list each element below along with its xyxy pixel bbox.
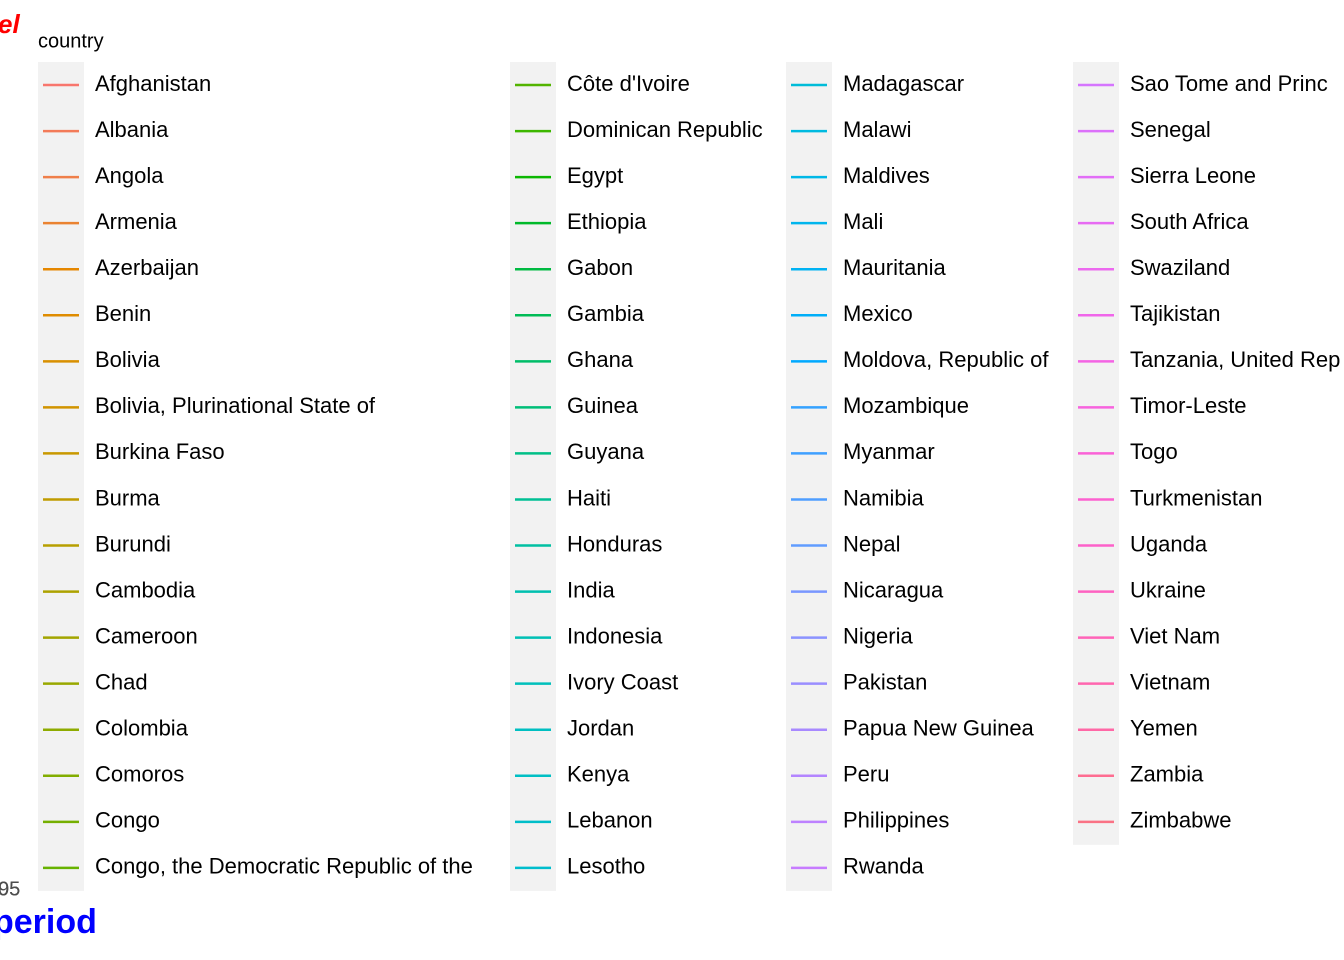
legend-label: Mozambique	[843, 393, 969, 418]
legend-label: Moldova, Republic of	[843, 347, 1049, 372]
legend-label: Myanmar	[843, 439, 935, 464]
tick-label: 05	[0, 878, 20, 900]
legend-label: Afghanistan	[95, 71, 211, 96]
legend-label: Cameroon	[95, 623, 198, 648]
legend-label: Viet Nam	[1130, 623, 1220, 648]
legend-label: Kenya	[567, 762, 630, 787]
legend-label: Haiti	[567, 485, 611, 510]
legend-label: Timor-Leste	[1130, 393, 1247, 418]
legend-key-background	[510, 62, 556, 891]
legend-label: Rwanda	[843, 854, 924, 879]
legend-label: Guinea	[567, 393, 639, 418]
legend-label: Nepal	[843, 531, 900, 556]
legend-label: Chad	[95, 669, 148, 694]
legend-label: Angola	[95, 163, 164, 188]
y-axis-label: el	[0, 9, 20, 39]
legend-label: Sierra Leone	[1130, 163, 1256, 188]
legend-label: Côte d'Ivoire	[567, 71, 690, 96]
legend-label: Honduras	[567, 531, 662, 556]
legend-label: Guyana	[567, 439, 645, 464]
legend-label: Mexico	[843, 301, 913, 326]
tick-label: 95	[0, 878, 20, 900]
legend-label: Vietnam	[1130, 669, 1210, 694]
legend-label: Mauritania	[843, 255, 946, 280]
legend-label: Armenia	[95, 209, 178, 234]
legend-label: Dominican Republic	[567, 117, 763, 142]
legend-label: Burundi	[95, 531, 171, 556]
legend-label: Ethiopia	[567, 209, 647, 234]
legend-label: Indonesia	[567, 623, 663, 648]
legend-label: South Africa	[1130, 209, 1249, 234]
legend-label: Maldives	[843, 163, 930, 188]
legend-label: Zimbabwe	[1130, 808, 1231, 833]
legend-key-background	[786, 62, 832, 891]
legend-label: Ghana	[567, 347, 634, 372]
legend-label: Albania	[95, 117, 169, 142]
legend-label: Turkmenistan	[1130, 485, 1262, 510]
legend-label: Bolivia, Plurinational State of	[95, 393, 376, 418]
legend-label: Senegal	[1130, 117, 1211, 142]
legend-label: Burkina Faso	[95, 439, 225, 464]
legend-label: Papua New Guinea	[843, 716, 1035, 741]
legend-label: Congo, the Democratic Republic of the	[95, 854, 473, 879]
legend-label: Benin	[95, 301, 151, 326]
legend-label: Peru	[843, 762, 889, 787]
legend-title: country	[38, 30, 104, 52]
legend-label: Jordan	[567, 716, 634, 741]
legend-label: Zambia	[1130, 762, 1204, 787]
legend-label: Lebanon	[567, 808, 653, 833]
legend-label: Bolivia	[95, 347, 161, 372]
legend-label: Gabon	[567, 255, 633, 280]
legend-label: Comoros	[95, 762, 184, 787]
legend-label: Swaziland	[1130, 255, 1230, 280]
legend-label: Nicaragua	[843, 577, 944, 602]
legend-label: India	[567, 577, 615, 602]
legend-label: Uganda	[1130, 531, 1208, 556]
legend: Afghanistan Albania Angola Armenia Azerbaija…	[38, 62, 1340, 891]
legend-label: Togo	[1130, 439, 1178, 464]
legend-label: Malawi	[843, 117, 911, 142]
legend-label: Madagascar	[843, 71, 964, 96]
legend-label: Burma	[95, 485, 161, 510]
legend-label: Azerbaijan	[95, 255, 199, 280]
legend-label: Tajikistan	[1130, 301, 1220, 326]
legend-label: Ukraine	[1130, 577, 1206, 602]
legend-label: Pakistan	[843, 669, 927, 694]
legend-label: Egypt	[567, 163, 623, 188]
legend-label: Lesotho	[567, 854, 645, 879]
legend-label: Mali	[843, 209, 883, 234]
legend-label: Nigeria	[843, 623, 913, 648]
legend-label: Namibia	[843, 485, 924, 510]
legend-label: Tanzania, United Rep	[1130, 347, 1340, 372]
legend-label: Ivory Coast	[567, 669, 678, 694]
legend-label: Philippines	[843, 808, 949, 833]
legend-label: Congo	[95, 808, 160, 833]
legend-label: Yemen	[1130, 716, 1198, 741]
x-axis-label: period	[0, 903, 97, 941]
legend-label: Cambodia	[95, 577, 196, 602]
legend-label: Sao Tome and Princ	[1130, 71, 1328, 96]
legend-label: Gambia	[567, 301, 645, 326]
legend-label: Colombia	[95, 716, 189, 741]
legend-key-background	[38, 62, 84, 891]
